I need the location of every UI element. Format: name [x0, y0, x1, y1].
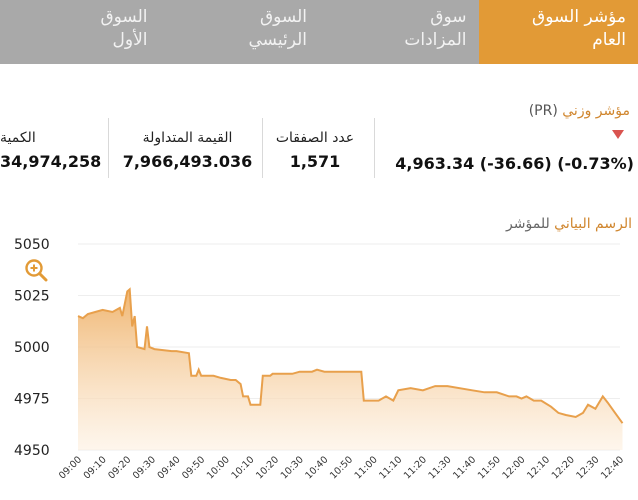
- x-tick-label: 11:10: [377, 454, 404, 481]
- tab-label-line1: مؤشر السوق: [532, 7, 626, 27]
- y-tick-label: 5000: [14, 340, 50, 356]
- x-tick-label: 11:00: [353, 454, 380, 481]
- stat-deals-value: 1,571: [289, 152, 341, 171]
- stat-quantity-value: 34,974,258: [0, 152, 102, 171]
- x-tick-label: 11:20: [402, 454, 429, 481]
- index-value: 4,963.34 (-36.66) (-0.73%): [395, 154, 634, 173]
- x-tick-label: 12:00: [500, 454, 527, 481]
- tab-auctions-market[interactable]: سوق المزادات: [319, 0, 479, 64]
- x-tick-label: 11:40: [451, 454, 478, 481]
- y-tick-label: 4950: [14, 443, 50, 459]
- stat-traded-value-label: القيمة المتداولة: [142, 130, 233, 146]
- stat-traded-value: القيمة المتداولة 7,966,493.036: [120, 130, 255, 171]
- divider: [262, 118, 263, 178]
- y-tick-label: 4975: [14, 392, 50, 408]
- x-tick-label: 10:10: [229, 454, 256, 481]
- x-tick-label: 10:30: [279, 454, 306, 481]
- x-tick-label: 12:10: [525, 454, 552, 481]
- tab-main-market[interactable]: السوق الرئيسي: [160, 0, 320, 64]
- tab-label-line2: الأول: [112, 30, 148, 50]
- x-tick-label: 11:30: [427, 454, 454, 481]
- tab-label-line1: سوق: [430, 7, 467, 27]
- x-tick-label: 09:30: [131, 454, 158, 481]
- x-tick-label: 10:20: [254, 454, 281, 481]
- x-tick-label: 10:50: [328, 454, 355, 481]
- triangle-down-icon: [612, 130, 624, 139]
- x-tick-label: 09:00: [57, 454, 84, 481]
- x-tick-label: 09:10: [82, 454, 109, 481]
- tab-label-line2: العام: [592, 30, 626, 50]
- tab-label-line1: السوق: [259, 7, 307, 27]
- x-tick-label: 12:30: [574, 454, 601, 481]
- x-tick-label: 12:40: [599, 454, 626, 481]
- y-tick-label: 5025: [14, 289, 50, 305]
- index-title: مؤشر وزني (PR): [529, 103, 630, 119]
- divider: [374, 118, 375, 178]
- chart-title: الرسم البياني للمؤشر: [506, 216, 632, 232]
- market-tabs: مؤشر السوق العام سوق المزادات السوق الرئ…: [0, 0, 638, 64]
- zoom-in-icon[interactable]: [24, 258, 48, 282]
- x-tick-label: 11:50: [476, 454, 503, 481]
- x-tick-label: 10:00: [205, 454, 232, 481]
- stat-quantity-label: الكمية: [0, 130, 36, 146]
- x-tick-label: 09:20: [106, 454, 133, 481]
- stat-deals: عدد الصفقات 1,571: [264, 130, 366, 171]
- x-tick-label: 09:40: [156, 454, 183, 481]
- index-title-main: مؤشر وزني: [562, 103, 630, 119]
- x-tick-label: 09:50: [180, 454, 207, 481]
- index-chart: 5050 5025 5000 4975 4950 09:0009:1009:2009:3…: [14, 237, 626, 481]
- tab-label-line2: الرئيسي: [248, 30, 307, 50]
- y-tick-label: 5050: [14, 237, 50, 253]
- tab-label-line1: السوق: [100, 7, 148, 27]
- stat-quantity: الكمية 34,974,258: [0, 130, 104, 171]
- chart-title-main: الرسم البياني: [554, 216, 632, 232]
- x-tick-label: 10:40: [303, 454, 330, 481]
- index-title-code: (PR): [528, 103, 558, 119]
- stat-traded-value-value: 7,966,493.036: [122, 152, 253, 171]
- x-tick-label: 12:20: [550, 454, 577, 481]
- tab-general-index[interactable]: مؤشر السوق العام: [478, 0, 638, 64]
- divider: [108, 118, 109, 178]
- tab-label-line2: المزادات: [404, 30, 467, 50]
- series-area: [78, 289, 623, 450]
- stat-deals-label: عدد الصفقات: [275, 130, 355, 146]
- chart-title-suffix: للمؤشر: [506, 216, 550, 232]
- series-line: [77, 287, 624, 424]
- tab-first-market[interactable]: السوق الأول: [0, 0, 160, 64]
